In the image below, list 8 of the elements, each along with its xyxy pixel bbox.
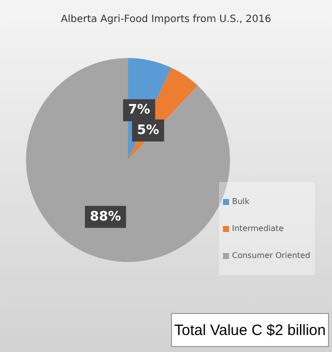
chart-title: Alberta Agri-Food Imports from U.S., 2016 — [60, 14, 272, 25]
legend-label: Intermediate — [232, 224, 284, 233]
text: Total Value C $2 billion — [174, 322, 326, 338]
legend-label: Consumer Oriented — [232, 251, 310, 260]
data-label: 88% — [90, 209, 122, 224]
legend-label: Bulk — [232, 197, 250, 206]
data-label: 7% — [128, 102, 150, 118]
data-label: 5% — [137, 122, 160, 138]
